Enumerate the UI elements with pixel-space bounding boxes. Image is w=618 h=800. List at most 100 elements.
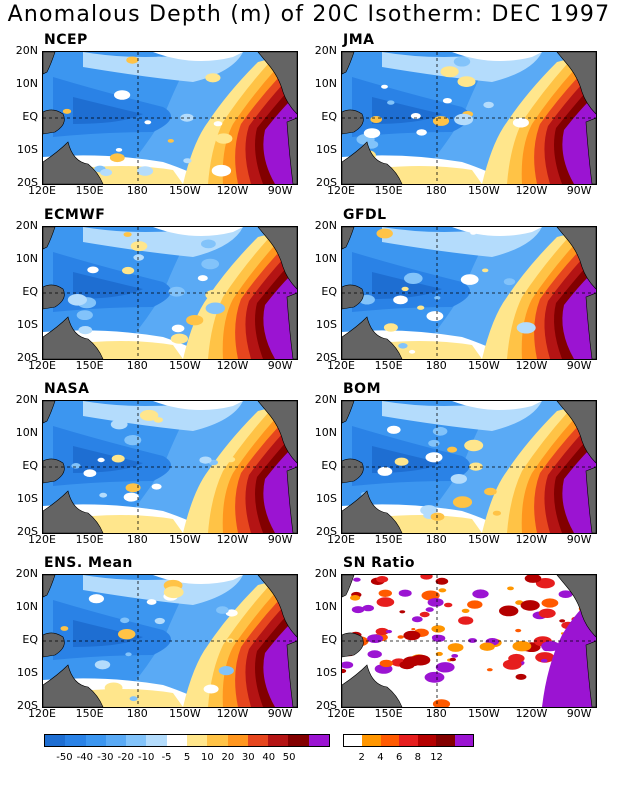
map-panel-ncep [42, 51, 298, 185]
central-america-landmass [257, 401, 297, 464]
south-america-landmass [286, 292, 297, 359]
south-america-landmass [286, 640, 297, 707]
sn-blob [540, 658, 548, 663]
anomaly-blob [226, 456, 236, 463]
latitude-label: 10S [17, 318, 38, 331]
anomaly-blob [71, 463, 81, 469]
longitude-label: 180 [425, 533, 447, 546]
sn-blob [376, 597, 395, 607]
longitude-label: 150W [168, 533, 201, 546]
longitude-label: 150E [374, 359, 403, 372]
anomaly-blob [87, 266, 99, 274]
anomaly-blob [226, 638, 234, 643]
latitude-label: 10S [17, 492, 38, 505]
positive-plume-core [562, 98, 596, 184]
anomaly-blob [109, 153, 125, 163]
colorbar-label: -20 [117, 752, 134, 763]
colorbar-swatch [186, 735, 208, 746]
longitude-label: 150W [168, 184, 201, 197]
anomaly-blob [420, 238, 434, 247]
sn-blob [403, 630, 421, 641]
anomaly-blob [100, 168, 113, 177]
sn-blob [461, 608, 470, 613]
longitude-label: 150W [168, 359, 201, 372]
philippines-landmass [43, 52, 56, 75]
sn-blob [421, 590, 440, 601]
longitude-label: 90W [566, 359, 592, 372]
sn-blob [435, 577, 449, 585]
colorbar-swatch [105, 735, 127, 746]
anomaly-blob [139, 409, 159, 421]
anomaly-blob [154, 617, 165, 625]
colorbar-swatch [126, 735, 147, 746]
neutral-north [452, 227, 542, 236]
anomaly-blob [124, 435, 142, 446]
neutral-north [153, 227, 243, 236]
anomaly-blob [484, 487, 497, 496]
neutral-north [153, 52, 243, 61]
colorbar-swatch [207, 735, 228, 746]
latitude-label: EQ [22, 459, 38, 472]
longitude-label: 180 [425, 359, 447, 372]
map-panel-jma [341, 51, 597, 185]
positive-plume-core [562, 273, 596, 359]
sn-blob [515, 628, 522, 633]
anomaly-blob [205, 302, 225, 315]
central-america-landmass [257, 227, 297, 290]
core-negative-region [73, 620, 143, 647]
sn-blob [385, 629, 392, 634]
anomaly-blob [503, 278, 516, 286]
colorbar-label: 4 [377, 752, 384, 763]
philippines-landmass [342, 575, 355, 598]
anomaly-blob [99, 492, 108, 498]
latitude-label: 20N [314, 44, 337, 57]
colorbar-label: 5 [183, 752, 191, 763]
sn-blob [451, 654, 459, 658]
anomaly-blob [118, 629, 136, 640]
sn-blob [367, 650, 382, 659]
colorbar-label: 40 [262, 752, 276, 763]
colorbar-swatch [247, 735, 269, 746]
anomaly-blob [211, 164, 232, 177]
colorbar-swatch [146, 735, 167, 746]
new-guinea-landmass [342, 109, 364, 135]
central-america-landmass [556, 227, 596, 290]
longitude-label: 120E [28, 184, 56, 197]
anomaly-blob [186, 315, 204, 326]
sn-blob [507, 586, 514, 591]
anomaly-blob [83, 469, 97, 477]
longitude-label: 150W [168, 707, 201, 720]
sn-blob [447, 643, 464, 652]
longitude-label: 150E [75, 184, 104, 197]
new-guinea-landmass [342, 458, 364, 484]
latitude-label: 10S [316, 666, 337, 679]
sn-blob [512, 641, 532, 652]
anomaly-blob [122, 266, 135, 275]
anomaly-blob [129, 696, 138, 702]
anomaly-blob [225, 609, 238, 617]
anomaly-blob [426, 311, 444, 322]
latitude-label: 10N [15, 600, 38, 613]
figure-title: Anomalous Depth (m) of 20C Isotherm: DEC… [7, 2, 611, 27]
longitude-label: 120E [28, 359, 56, 372]
anomaly-blob [137, 166, 154, 176]
australia-landmass [43, 490, 104, 533]
anomaly-blob [516, 322, 536, 334]
anomaly-blob [376, 228, 393, 239]
anomaly-blob [404, 272, 423, 284]
anomaly-blob [197, 275, 208, 282]
anomaly-blob [60, 626, 69, 631]
anomaly-blob [457, 76, 476, 87]
latitude-label: 10S [316, 492, 337, 505]
colorbar-label: 30 [241, 752, 255, 763]
sn-blob [431, 625, 445, 633]
sn-blob [351, 606, 365, 614]
anomaly-blob [203, 684, 219, 694]
longitude-label: 180 [126, 707, 148, 720]
core-negative-region [73, 97, 143, 124]
anomaly-blob [201, 239, 216, 249]
australia-landmass [342, 316, 403, 359]
sn-blob [424, 671, 445, 683]
longitude-label: 180 [126, 533, 148, 546]
australia-landmass [342, 664, 403, 707]
